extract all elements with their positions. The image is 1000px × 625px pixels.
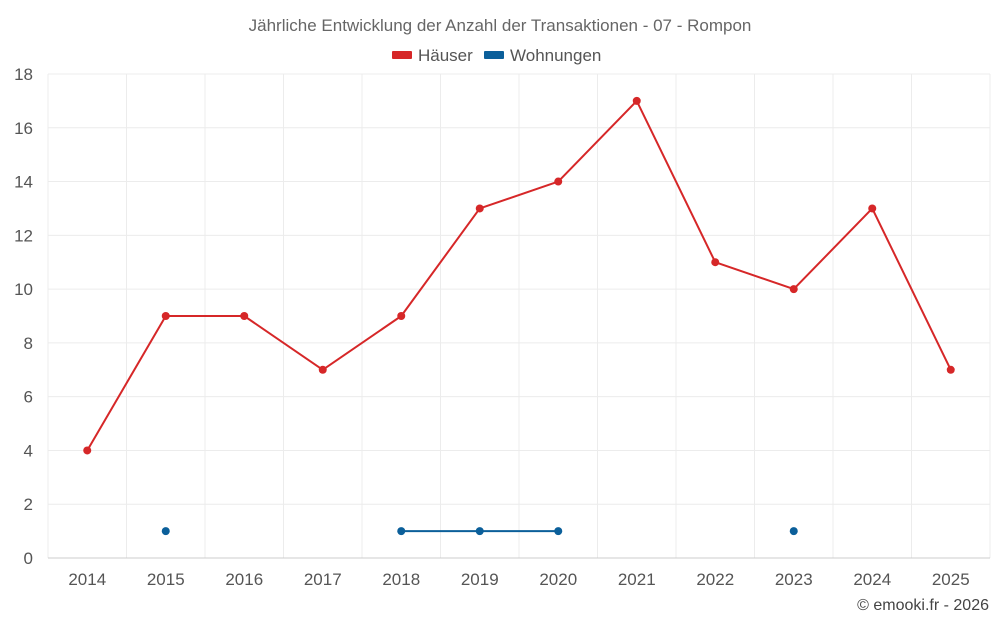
legend-item-haeuser[interactable]: Häuser	[392, 46, 473, 65]
legend-label-haeuser: Häuser	[418, 46, 473, 65]
x-tick-label: 2014	[68, 570, 106, 589]
x-tick-label: 2024	[853, 570, 891, 589]
legend-label-wohnungen: Wohnungen	[510, 46, 601, 65]
series-wohnungen	[161, 527, 798, 536]
y-tick-label: 2	[24, 495, 33, 514]
y-tick-label: 8	[24, 334, 33, 353]
data-point-haeuser[interactable]	[946, 365, 955, 374]
data-point-haeuser[interactable]	[632, 96, 641, 105]
y-tick-label: 12	[14, 226, 33, 245]
credit-text: © emooki.fr - 2026	[857, 597, 989, 614]
data-point-wohnungen[interactable]	[554, 527, 563, 536]
series-haeuser	[83, 96, 955, 455]
y-axis: 0 2 4 6 8 10 12 14 16 18	[14, 65, 33, 568]
y-tick-label: 10	[14, 280, 33, 299]
legend: Häuser Wohnungen	[392, 46, 601, 65]
y-tick-label: 4	[24, 441, 33, 460]
y-tick-label: 18	[14, 65, 33, 84]
series-layer	[83, 96, 955, 536]
chart-title: Jährliche Entwicklung der Anzahl der Tra…	[249, 16, 752, 35]
legend-swatch-haeuser	[392, 51, 412, 59]
grid	[47, 73, 991, 558]
x-tick-label: 2018	[382, 570, 420, 589]
data-point-haeuser[interactable]	[318, 365, 327, 374]
y-tick-label: 0	[24, 549, 33, 568]
data-point-wohnungen[interactable]	[475, 527, 484, 536]
legend-item-wohnungen[interactable]: Wohnungen	[484, 46, 601, 65]
data-point-wohnungen[interactable]	[397, 527, 406, 536]
data-point-wohnungen[interactable]	[161, 527, 170, 536]
y-tick-label: 14	[14, 173, 33, 192]
data-point-haeuser[interactable]	[868, 204, 877, 213]
x-tick-label: 2015	[147, 570, 185, 589]
data-point-haeuser[interactable]	[240, 312, 249, 320]
y-tick-label: 6	[24, 388, 33, 407]
data-point-haeuser[interactable]	[554, 177, 563, 186]
x-tick-label: 2019	[461, 570, 499, 589]
x-tick-label: 2022	[696, 570, 734, 589]
x-tick-label: 2017	[304, 570, 342, 589]
x-tick-label: 2020	[539, 570, 577, 589]
data-point-haeuser[interactable]	[397, 312, 406, 320]
x-tick-label: 2021	[618, 570, 656, 589]
data-point-haeuser[interactable]	[711, 258, 720, 267]
data-point-wohnungen[interactable]	[789, 527, 798, 536]
legend-swatch-wohnungen	[484, 51, 504, 59]
x-tick-label: 2023	[775, 570, 813, 589]
data-point-haeuser[interactable]	[475, 204, 484, 213]
x-tick-label: 2016	[225, 570, 263, 589]
data-point-haeuser[interactable]	[789, 285, 798, 294]
y-tick-label: 16	[14, 119, 33, 138]
x-axis: 2014 2015 2016 2017 2018 2019 2020 2021 2022 2023…	[68, 570, 969, 589]
series-line-haeuser	[86, 99, 952, 451]
data-point-haeuser[interactable]	[83, 446, 92, 455]
data-point-haeuser[interactable]	[161, 312, 170, 320]
x-tick-label: 2025	[932, 570, 970, 589]
